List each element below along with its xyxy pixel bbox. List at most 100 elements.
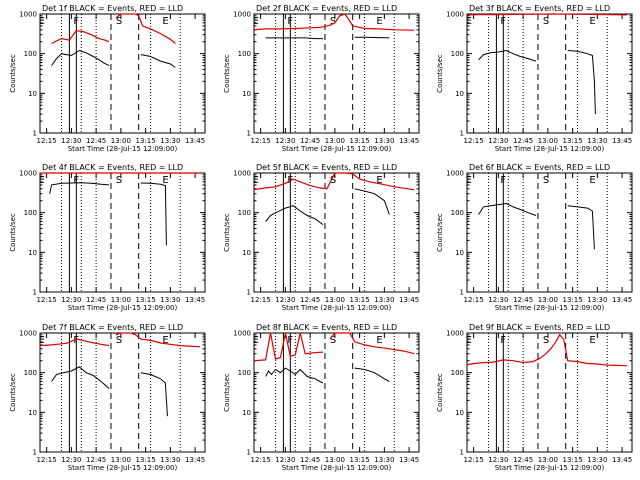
detector-panel: Det 1f BLACK = Events, RED = LLD E F S E 1 10 1… <box>9 4 206 153</box>
x-tick-label: 13:45 <box>399 296 419 304</box>
event-marker-label: E <box>39 16 45 27</box>
y-tick-label: 10 <box>455 90 464 98</box>
event-marker-label: S <box>330 175 336 186</box>
y-axis-title: Counts/sec <box>223 54 231 93</box>
event-marker-label: E <box>589 16 595 27</box>
x-tick-label: 13:30 <box>587 137 607 145</box>
x-tick-label: 12:15 <box>37 296 57 304</box>
y-tick-label: 10 <box>28 90 37 98</box>
x-tick-label: 13:45 <box>612 137 632 145</box>
event-marker-label: S <box>330 335 336 346</box>
x-tick-label: 12:30 <box>275 296 295 304</box>
events-series-line <box>354 188 390 215</box>
x-tick-label: 13:30 <box>374 456 394 464</box>
x-axis-title: Start Time (28-Jul-15 12:09:00) <box>495 304 605 312</box>
detector-panel: Det 6f BLACK = Events, RED = LLD E F S E 1 10 1… <box>436 163 633 312</box>
x-axis-title: Start Time (28-Jul-15 12:09:00) <box>282 304 392 312</box>
event-marker-label: E <box>253 335 259 346</box>
x-tick-label: 12:15 <box>37 456 57 464</box>
y-tick-label: 1000 <box>233 330 251 338</box>
x-tick-label: 13:45 <box>185 296 205 304</box>
detector-panel: Det 2f BLACK = Events, RED = LLD E F S E 1 10 1… <box>223 4 420 153</box>
lld-series-line <box>466 13 628 16</box>
lld-series-line <box>329 332 415 355</box>
event-marker-label: F <box>73 175 79 186</box>
x-tick-label: 12:45 <box>86 296 106 304</box>
y-tick-label: 1 <box>33 449 37 457</box>
detector-panel: Det 8f BLACK = Events, RED = LLD E F S E 1 10 1… <box>223 323 420 472</box>
x-tick-label: 13:30 <box>374 296 394 304</box>
event-marker-label: F <box>500 335 506 346</box>
x-axis-title: Start Time (28-Jul-15 12:09:00) <box>495 464 605 472</box>
x-tick-label: 13:30 <box>374 137 394 145</box>
y-tick-label: 1 <box>33 130 37 138</box>
x-tick-label: 12:45 <box>86 456 106 464</box>
y-tick-label: 1 <box>247 449 251 457</box>
plot-frame <box>253 332 420 453</box>
x-tick-label: 13:15 <box>350 137 370 145</box>
events-series-line <box>140 182 167 246</box>
events-series-line <box>49 182 110 194</box>
x-axis-title: Start Time (28-Jul-15 12:09:00) <box>495 145 605 153</box>
event-marker-label: F <box>73 16 79 27</box>
y-tick-label: 1 <box>247 289 251 297</box>
y-axis-title: Counts/sec <box>9 213 17 252</box>
event-marker-label: S <box>543 175 549 186</box>
x-axis-title: Start Time (28-Jul-15 12:09:00) <box>282 145 392 153</box>
x-tick-label: 12:30 <box>61 137 81 145</box>
events-series-line <box>567 205 595 250</box>
x-tick-label: 13:15 <box>350 456 370 464</box>
panel-title: Det 3f BLACK = Events, RED = LLD <box>469 4 610 13</box>
x-tick-label: 13:15 <box>136 456 156 464</box>
event-marker-label: F <box>73 335 79 346</box>
panel-title: Det 8f BLACK = Events, RED = LLD <box>256 323 397 332</box>
events-series-line <box>140 372 168 417</box>
event-marker-label: E <box>589 175 595 186</box>
x-tick-label: 12:30 <box>275 456 295 464</box>
event-marker-label: E <box>376 16 382 27</box>
event-marker-label: S <box>543 16 549 27</box>
y-axis-title: Counts/sec <box>9 54 17 93</box>
events-series-line <box>51 49 110 67</box>
x-tick-label: 13:30 <box>160 296 180 304</box>
panel-title: Det 7f BLACK = Events, RED = LLD <box>42 323 183 332</box>
x-tick-label: 13:45 <box>612 296 632 304</box>
y-tick-label: 1000 <box>233 11 251 19</box>
event-marker-label: F <box>287 16 293 27</box>
x-axis-title: Start Time (28-Jul-15 12:09:00) <box>68 304 178 312</box>
panel-title: Det 9f BLACK = Events, RED = LLD <box>469 323 610 332</box>
events-series-line <box>265 367 324 384</box>
x-tick-label: 12:15 <box>251 137 271 145</box>
event-marker-label: E <box>253 16 259 27</box>
y-tick-label: 10 <box>28 409 37 417</box>
x-tick-label: 13:45 <box>399 137 419 145</box>
y-tick-label: 100 <box>451 50 464 58</box>
x-tick-label: 13:15 <box>350 296 370 304</box>
y-tick-label: 10 <box>455 409 464 417</box>
y-tick-label: 10 <box>455 249 464 257</box>
panel-title: Det 6f BLACK = Events, RED = LLD <box>469 163 610 172</box>
events-series-line <box>478 49 537 62</box>
y-tick-label: 100 <box>451 209 464 217</box>
x-tick-label: 13:15 <box>563 456 583 464</box>
event-marker-label: F <box>500 16 506 27</box>
y-tick-label: 1 <box>460 289 464 297</box>
x-tick-label: 12:15 <box>251 456 271 464</box>
events-series-line <box>140 54 176 68</box>
y-tick-label: 1000 <box>19 11 37 19</box>
y-tick-label: 1000 <box>446 170 464 178</box>
plot-frame <box>253 13 420 134</box>
x-tick-label: 12:30 <box>488 296 508 304</box>
event-marker-label: E <box>162 335 168 346</box>
panel-title: Det 4f BLACK = Events, RED = LLD <box>42 163 183 172</box>
x-tick-label: 12:15 <box>37 137 57 145</box>
event-marker-label: E <box>376 335 382 346</box>
event-marker-label: S <box>330 16 336 27</box>
plot-frame <box>466 172 633 293</box>
x-tick-label: 13:45 <box>185 137 205 145</box>
x-tick-label: 13:00 <box>325 296 345 304</box>
plot-frame <box>466 332 633 453</box>
events-series-line <box>354 36 390 39</box>
lld-series-line <box>51 30 110 45</box>
event-marker-label: S <box>116 16 122 27</box>
